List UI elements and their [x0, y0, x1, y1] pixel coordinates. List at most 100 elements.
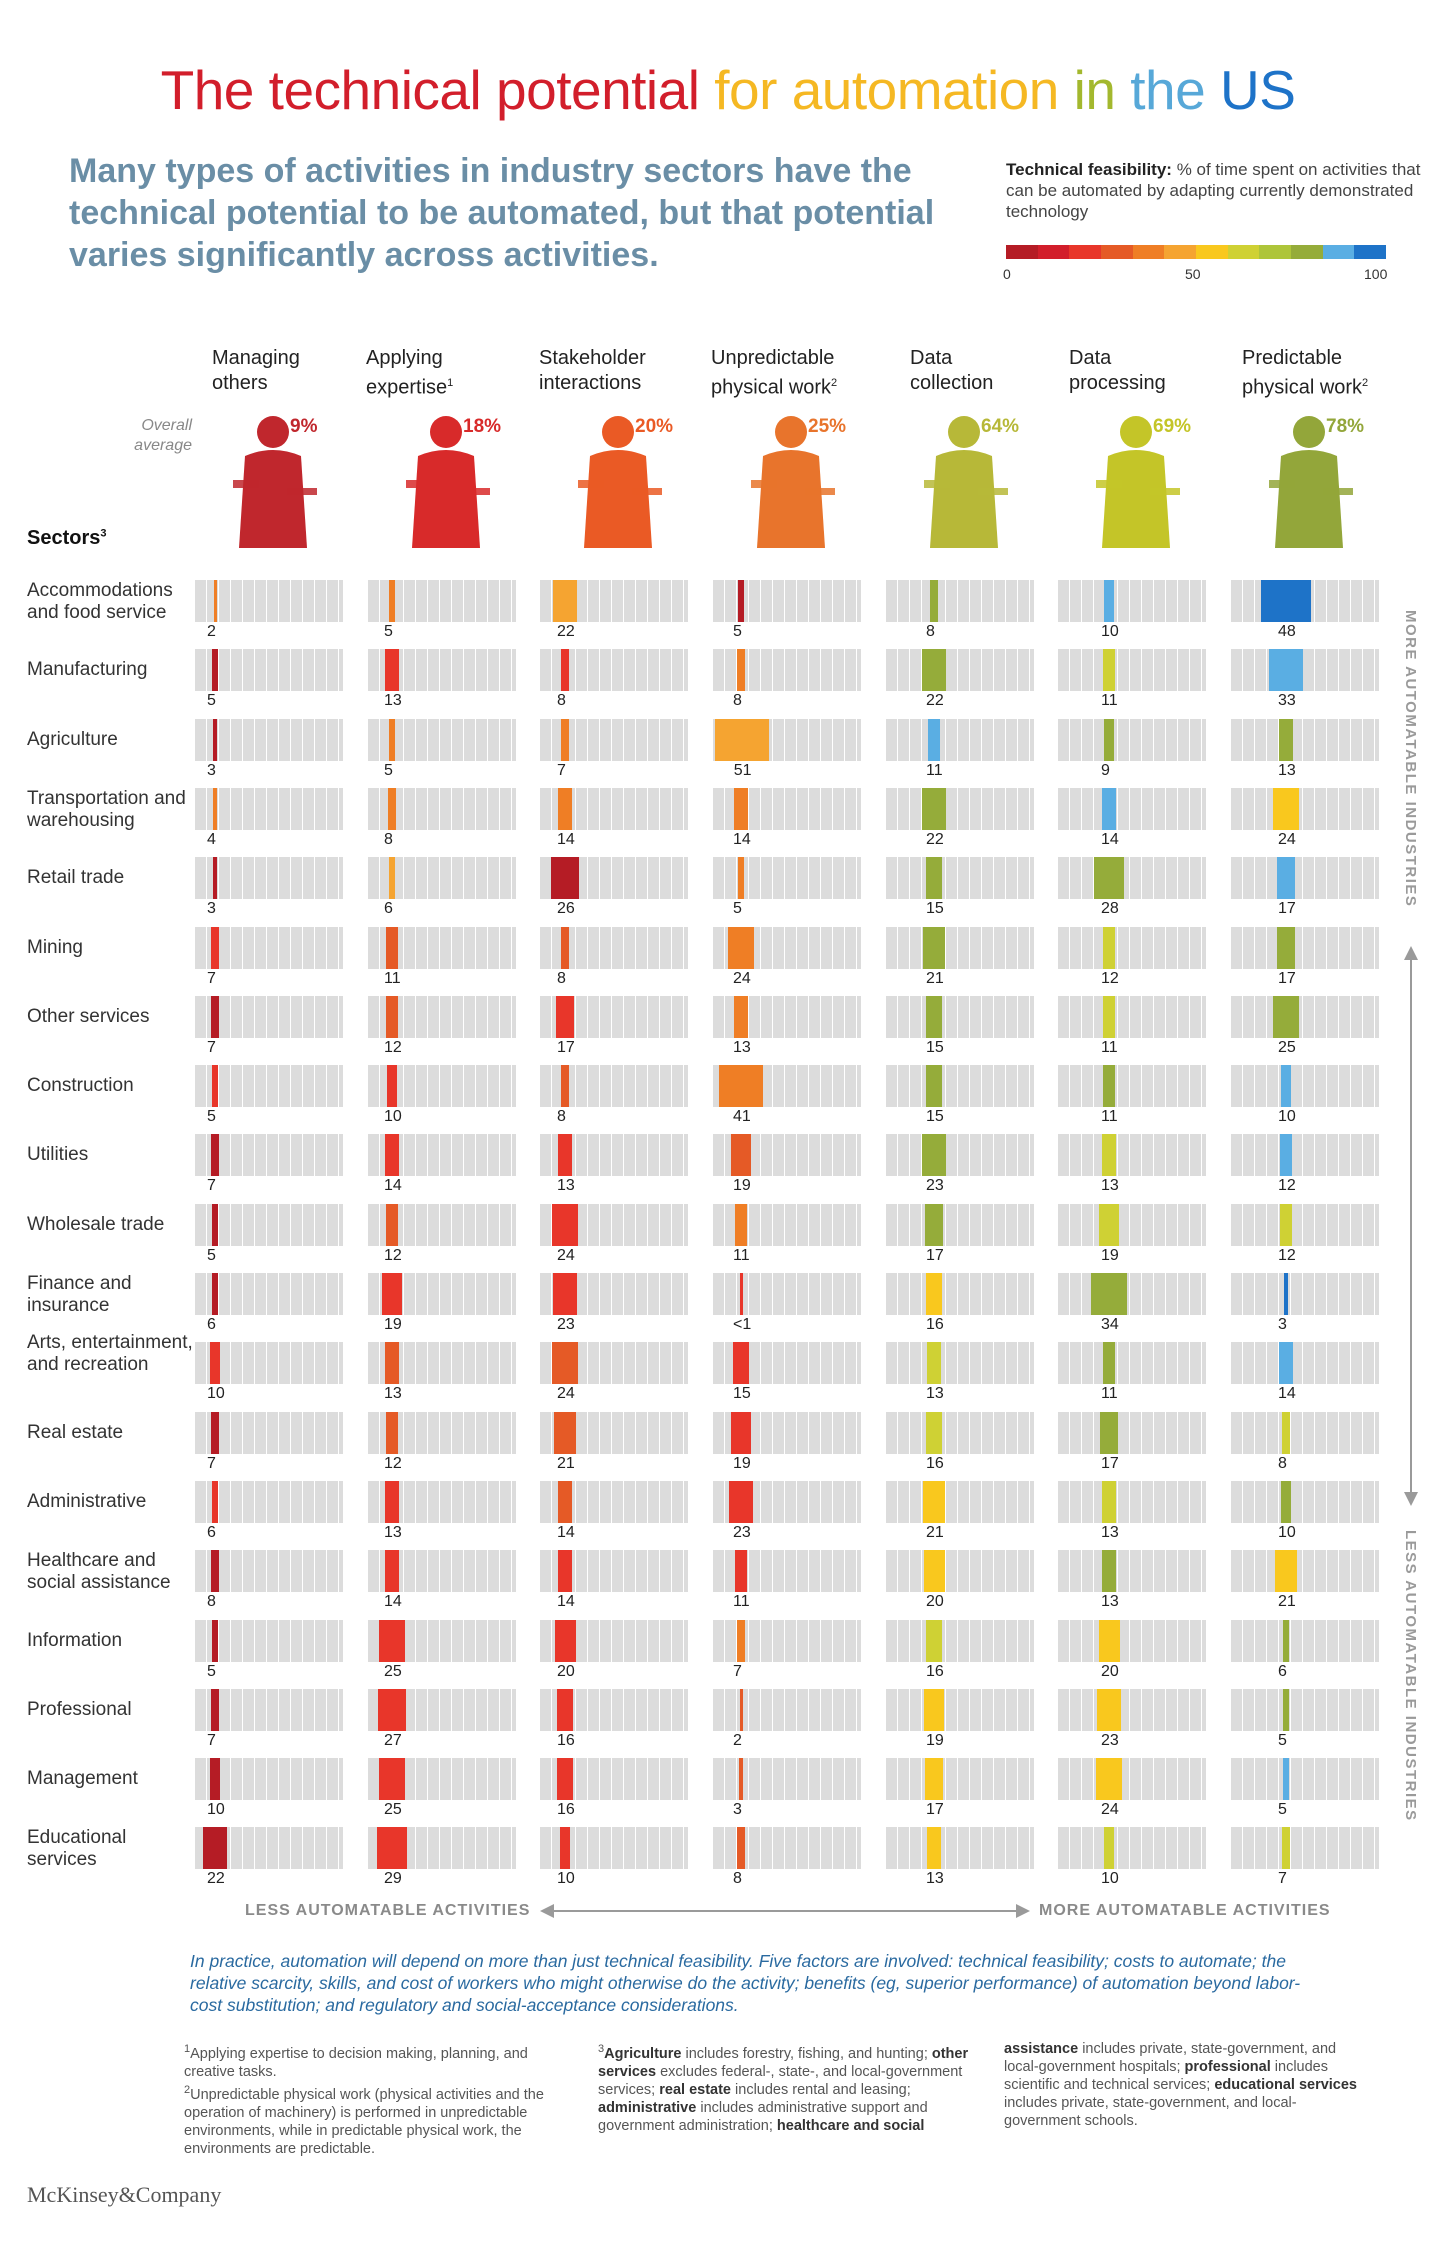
cell-value: 25	[1278, 1038, 1296, 1056]
cell-value: 3	[733, 1801, 742, 1819]
fn-bold: real estate	[659, 2081, 731, 2098]
cell-bar	[387, 787, 397, 830]
activity-header-line: Unpredictable	[711, 347, 835, 369]
cell-track	[713, 1619, 861, 1662]
cell-track	[886, 1342, 1034, 1385]
cell-bar	[1282, 1827, 1290, 1870]
activity-header-line: processing	[1069, 372, 1166, 394]
cell-track	[1058, 787, 1206, 830]
activity-header-line: Stakeholder	[539, 347, 646, 369]
cell-bar	[1094, 857, 1124, 900]
cell-bar	[213, 857, 217, 900]
cell-value: 19	[733, 1177, 751, 1195]
legend-swatch	[1037, 245, 1070, 259]
cell-bar	[733, 787, 749, 830]
legend-swatch	[1132, 245, 1165, 259]
cell-bar	[553, 1411, 577, 1454]
less-automatable-activities-label: LESS AUTOMATABLE ACTIVITIES	[245, 1902, 531, 1919]
cell-value: 17	[926, 1801, 944, 1819]
cell-track	[886, 857, 1034, 900]
cell-value: 14	[1101, 830, 1119, 848]
cell-bar	[212, 1619, 218, 1662]
legend-tick: 0	[1003, 266, 1011, 282]
cell-value: 12	[384, 1038, 402, 1056]
cell-bar	[1260, 580, 1312, 622]
cell-bar	[557, 1480, 573, 1523]
cell-bar	[560, 1065, 570, 1108]
cell-bar	[212, 787, 218, 830]
cell-bar	[552, 1273, 578, 1315]
cell-value: 13	[384, 1523, 402, 1541]
cell-value: 26	[557, 900, 575, 918]
cell-bar	[552, 1203, 578, 1246]
cell-value: 19	[384, 1316, 402, 1333]
cell-bar	[1100, 1411, 1118, 1454]
cell-bar	[1101, 787, 1117, 830]
cell-value: 10	[207, 1385, 225, 1403]
cell-value: 5	[733, 623, 742, 640]
cell-value: 22	[926, 692, 944, 710]
activity-header-sup: 2	[831, 377, 838, 389]
legend-title-bold: Technical feasibility:	[1006, 160, 1172, 179]
fn-bold: other services	[598, 2045, 969, 2080]
cell-track	[195, 995, 343, 1038]
cell-value: 7	[1278, 1870, 1287, 1888]
fn-bold: healthcare and social	[776, 2117, 925, 2134]
cell-bar	[926, 995, 942, 1038]
cell-value: 6	[1278, 1662, 1287, 1680]
cell-value: 11	[1101, 1108, 1118, 1126]
cell-value: 5	[207, 1246, 216, 1264]
cell-value: 13	[1101, 1177, 1119, 1195]
scientist-with-microscope-icon	[396, 410, 496, 555]
activity-header: Managing others	[212, 346, 300, 396]
cell-track	[886, 1758, 1034, 1801]
title-part: in	[1073, 59, 1131, 121]
cell-bar	[1103, 995, 1115, 1038]
cell-value: 3	[207, 761, 216, 779]
cell-value: 13	[1101, 1593, 1119, 1611]
cell-track	[1231, 1550, 1379, 1593]
cell-bar	[384, 1134, 400, 1177]
cell-bar	[737, 1619, 745, 1662]
cell-value: 5	[207, 692, 216, 710]
cell-track	[1231, 1065, 1379, 1108]
cell-track	[195, 1065, 343, 1108]
cell-track	[886, 787, 1034, 830]
cell-value: 2	[733, 1731, 742, 1749]
page-title: The technical potential for automation i…	[0, 58, 1456, 122]
cell-bar	[1103, 1342, 1115, 1385]
cell-track	[1231, 995, 1379, 1038]
cell-track	[886, 1203, 1034, 1246]
fn-bold: administrative	[598, 2099, 697, 2116]
subtitle: Many types of activities in industry sec…	[69, 152, 935, 274]
cell-value: 10	[1101, 1870, 1119, 1888]
legend-swatch	[1291, 245, 1323, 259]
cell-track	[195, 1688, 343, 1731]
cell-bar	[1102, 1550, 1116, 1593]
cell-value: 4	[207, 830, 216, 848]
sector-label: Utilities	[27, 1144, 89, 1166]
footnote-3-part-1: 3Agriculture includes forestry, fishing,…	[598, 2043, 969, 2134]
cell-bar	[385, 1203, 399, 1246]
cell-bar	[558, 1134, 572, 1177]
footnote-2: Unpredictable physical work (physical ac…	[184, 2086, 544, 2157]
cell-value: 13	[1101, 1523, 1119, 1541]
cell-track	[1231, 718, 1379, 761]
cell-bar	[209, 1758, 221, 1801]
sector-label: Administrative	[27, 1490, 147, 1512]
cell-value: 24	[1278, 830, 1296, 848]
fn-text: includes administrative support and gove…	[598, 2099, 928, 2134]
cell-bar	[923, 1550, 945, 1593]
cell-value: 7	[207, 1038, 216, 1056]
cell-bar	[1283, 1688, 1289, 1731]
cell-track	[1231, 1688, 1379, 1731]
cell-bar	[203, 1827, 227, 1870]
activity-header-line: physical work2	[1242, 376, 1369, 399]
activity-header-line: collection	[910, 372, 994, 394]
cell-value: 51	[733, 761, 752, 779]
cell-bar	[924, 1688, 944, 1731]
cell-bar	[378, 1758, 406, 1801]
cell-value: 10	[557, 1870, 575, 1888]
cell-bar	[928, 718, 940, 761]
cell-track	[713, 1827, 861, 1870]
